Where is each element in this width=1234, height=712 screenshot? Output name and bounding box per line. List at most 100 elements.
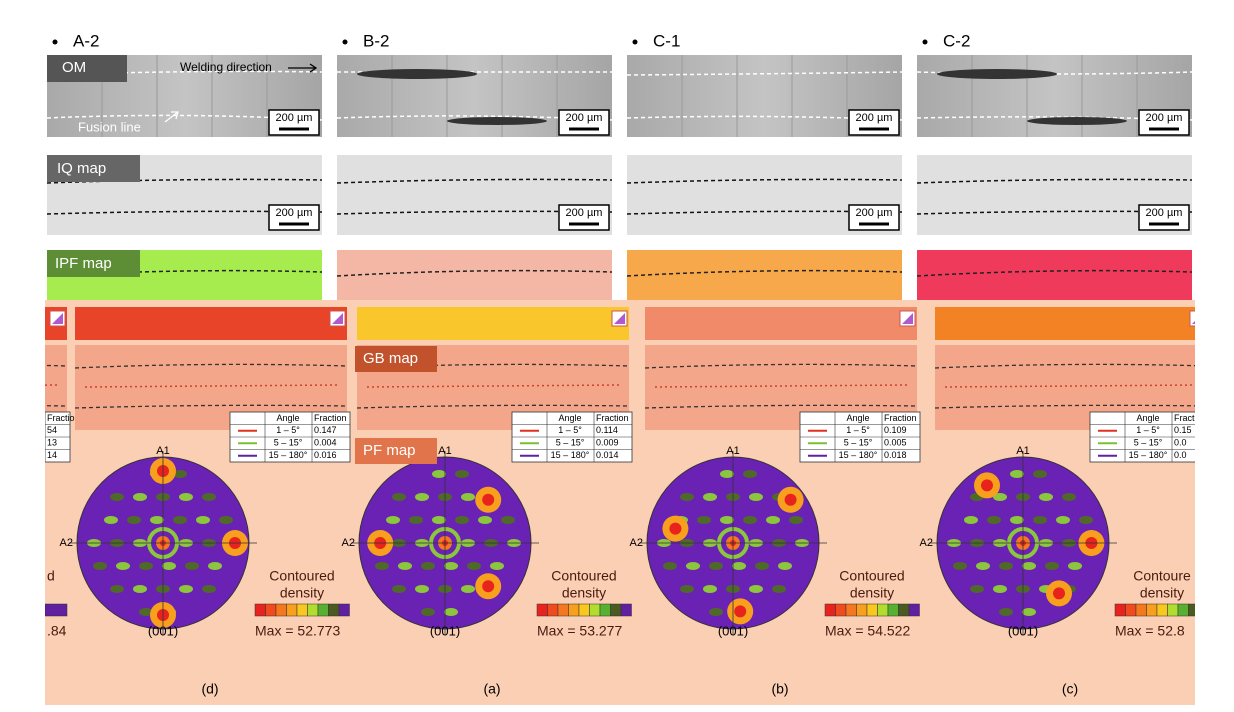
contour (709, 608, 723, 616)
table-header: Fraction (596, 413, 629, 423)
contour (720, 470, 734, 478)
colorbar-swatch (286, 603, 298, 617)
colorbar-swatch (1199, 604, 1210, 616)
contour (755, 562, 769, 570)
scale-label: 200 µm (1146, 207, 1183, 219)
gb-dash (356, 363, 630, 369)
contour (196, 516, 210, 524)
colorbar-swatch (620, 603, 632, 617)
colorbar-swatch (557, 603, 569, 617)
contour (1022, 608, 1036, 616)
contour (179, 585, 193, 593)
label-box (355, 438, 437, 464)
hotspot-core (482, 493, 495, 506)
contour (173, 470, 187, 478)
contour (415, 585, 429, 593)
contour (219, 516, 233, 524)
scale-label: 200 µm (1146, 112, 1183, 124)
contour (133, 493, 147, 501)
scale-label: 200 µm (566, 207, 603, 219)
contour (501, 516, 515, 524)
colorbar-swatch (589, 603, 601, 617)
colorbar-swatch (908, 603, 920, 617)
scale-box (848, 204, 900, 231)
ipf-strip (645, 307, 917, 340)
ipf-image (917, 250, 1192, 300)
gb-dash (356, 404, 630, 409)
legend-max: Max = 53.277 (537, 623, 622, 639)
contour (127, 516, 141, 524)
row-label: OM (62, 59, 86, 76)
colorbar-swatch (1125, 603, 1137, 617)
table-cell: 0.114 (596, 425, 618, 435)
contour (749, 585, 763, 593)
row-label: IPF map (55, 255, 112, 272)
table-cell: 5 – 15° (556, 438, 585, 448)
hotspot-core (482, 580, 495, 593)
ipf-key-triangle (1192, 321, 1195, 324)
grain-boundary (84, 384, 338, 388)
pore (357, 69, 477, 79)
contour (686, 562, 700, 570)
table-cell: 1 – 5° (558, 425, 582, 435)
ipf-image (337, 250, 612, 300)
contour (444, 608, 458, 616)
contour (953, 562, 967, 570)
label-box (47, 155, 140, 182)
contour (1033, 470, 1047, 478)
label-box (355, 346, 437, 372)
contour (173, 516, 187, 524)
scale-box (1138, 204, 1190, 231)
table-cell: 14 (47, 450, 57, 460)
scale-box (1138, 109, 1190, 136)
grain-boundary (944, 384, 1195, 388)
ipf-dash (916, 269, 1193, 277)
row-label: IQ map (57, 160, 106, 177)
colorbar-swatch (1167, 603, 1179, 617)
pole-label: A2 (920, 537, 933, 549)
contour (386, 516, 400, 524)
ipf-key-triangle (52, 313, 63, 324)
table-cell: 5 – 15° (274, 438, 303, 448)
colorbar-swatch (887, 603, 899, 617)
panel-tag: (a) (483, 681, 500, 697)
colorbar-swatch (536, 603, 548, 617)
table-cell: 0.109 (884, 425, 907, 435)
colorbar-swatch (898, 603, 910, 617)
colorbar-swatch (610, 603, 622, 617)
pole-label: A2 (630, 537, 643, 549)
annotation: Welding direction (180, 60, 272, 74)
colorbar-swatch (296, 603, 308, 617)
contour (1010, 516, 1024, 524)
contour (444, 562, 458, 570)
bullet (922, 39, 928, 45)
label-box (47, 250, 140, 277)
panel-tag: (b) (771, 681, 788, 697)
scale-box (558, 109, 610, 136)
contour (461, 585, 475, 593)
contour (703, 585, 717, 593)
table-cell: 5 – 15° (1134, 438, 1163, 448)
contour (1068, 562, 1082, 570)
scale-box (268, 109, 320, 136)
legend-title: density (850, 585, 894, 601)
table-header: Fraction (47, 413, 80, 423)
table-cell: 0.004 (314, 438, 337, 448)
scale-label: 200 µm (276, 112, 313, 124)
contour (421, 562, 435, 570)
legend-title: d (47, 568, 55, 584)
contour (772, 585, 786, 593)
lower-panels: Fraction 54 13 14 d .84 Angle Fraction 1 – 5° 0.1… (45, 307, 1210, 697)
pole-label: A1 (156, 445, 169, 457)
contour (110, 493, 124, 501)
colorbar-swatch (877, 603, 889, 617)
contour (1022, 562, 1036, 570)
contour (202, 585, 216, 593)
ipf-dash (336, 269, 613, 277)
contour (732, 562, 746, 570)
contour (993, 585, 1007, 593)
pore (937, 69, 1057, 79)
colorbar-swatch (845, 603, 857, 617)
table-cell: 0.0 (1174, 450, 1187, 460)
hotspot-core (784, 493, 797, 506)
